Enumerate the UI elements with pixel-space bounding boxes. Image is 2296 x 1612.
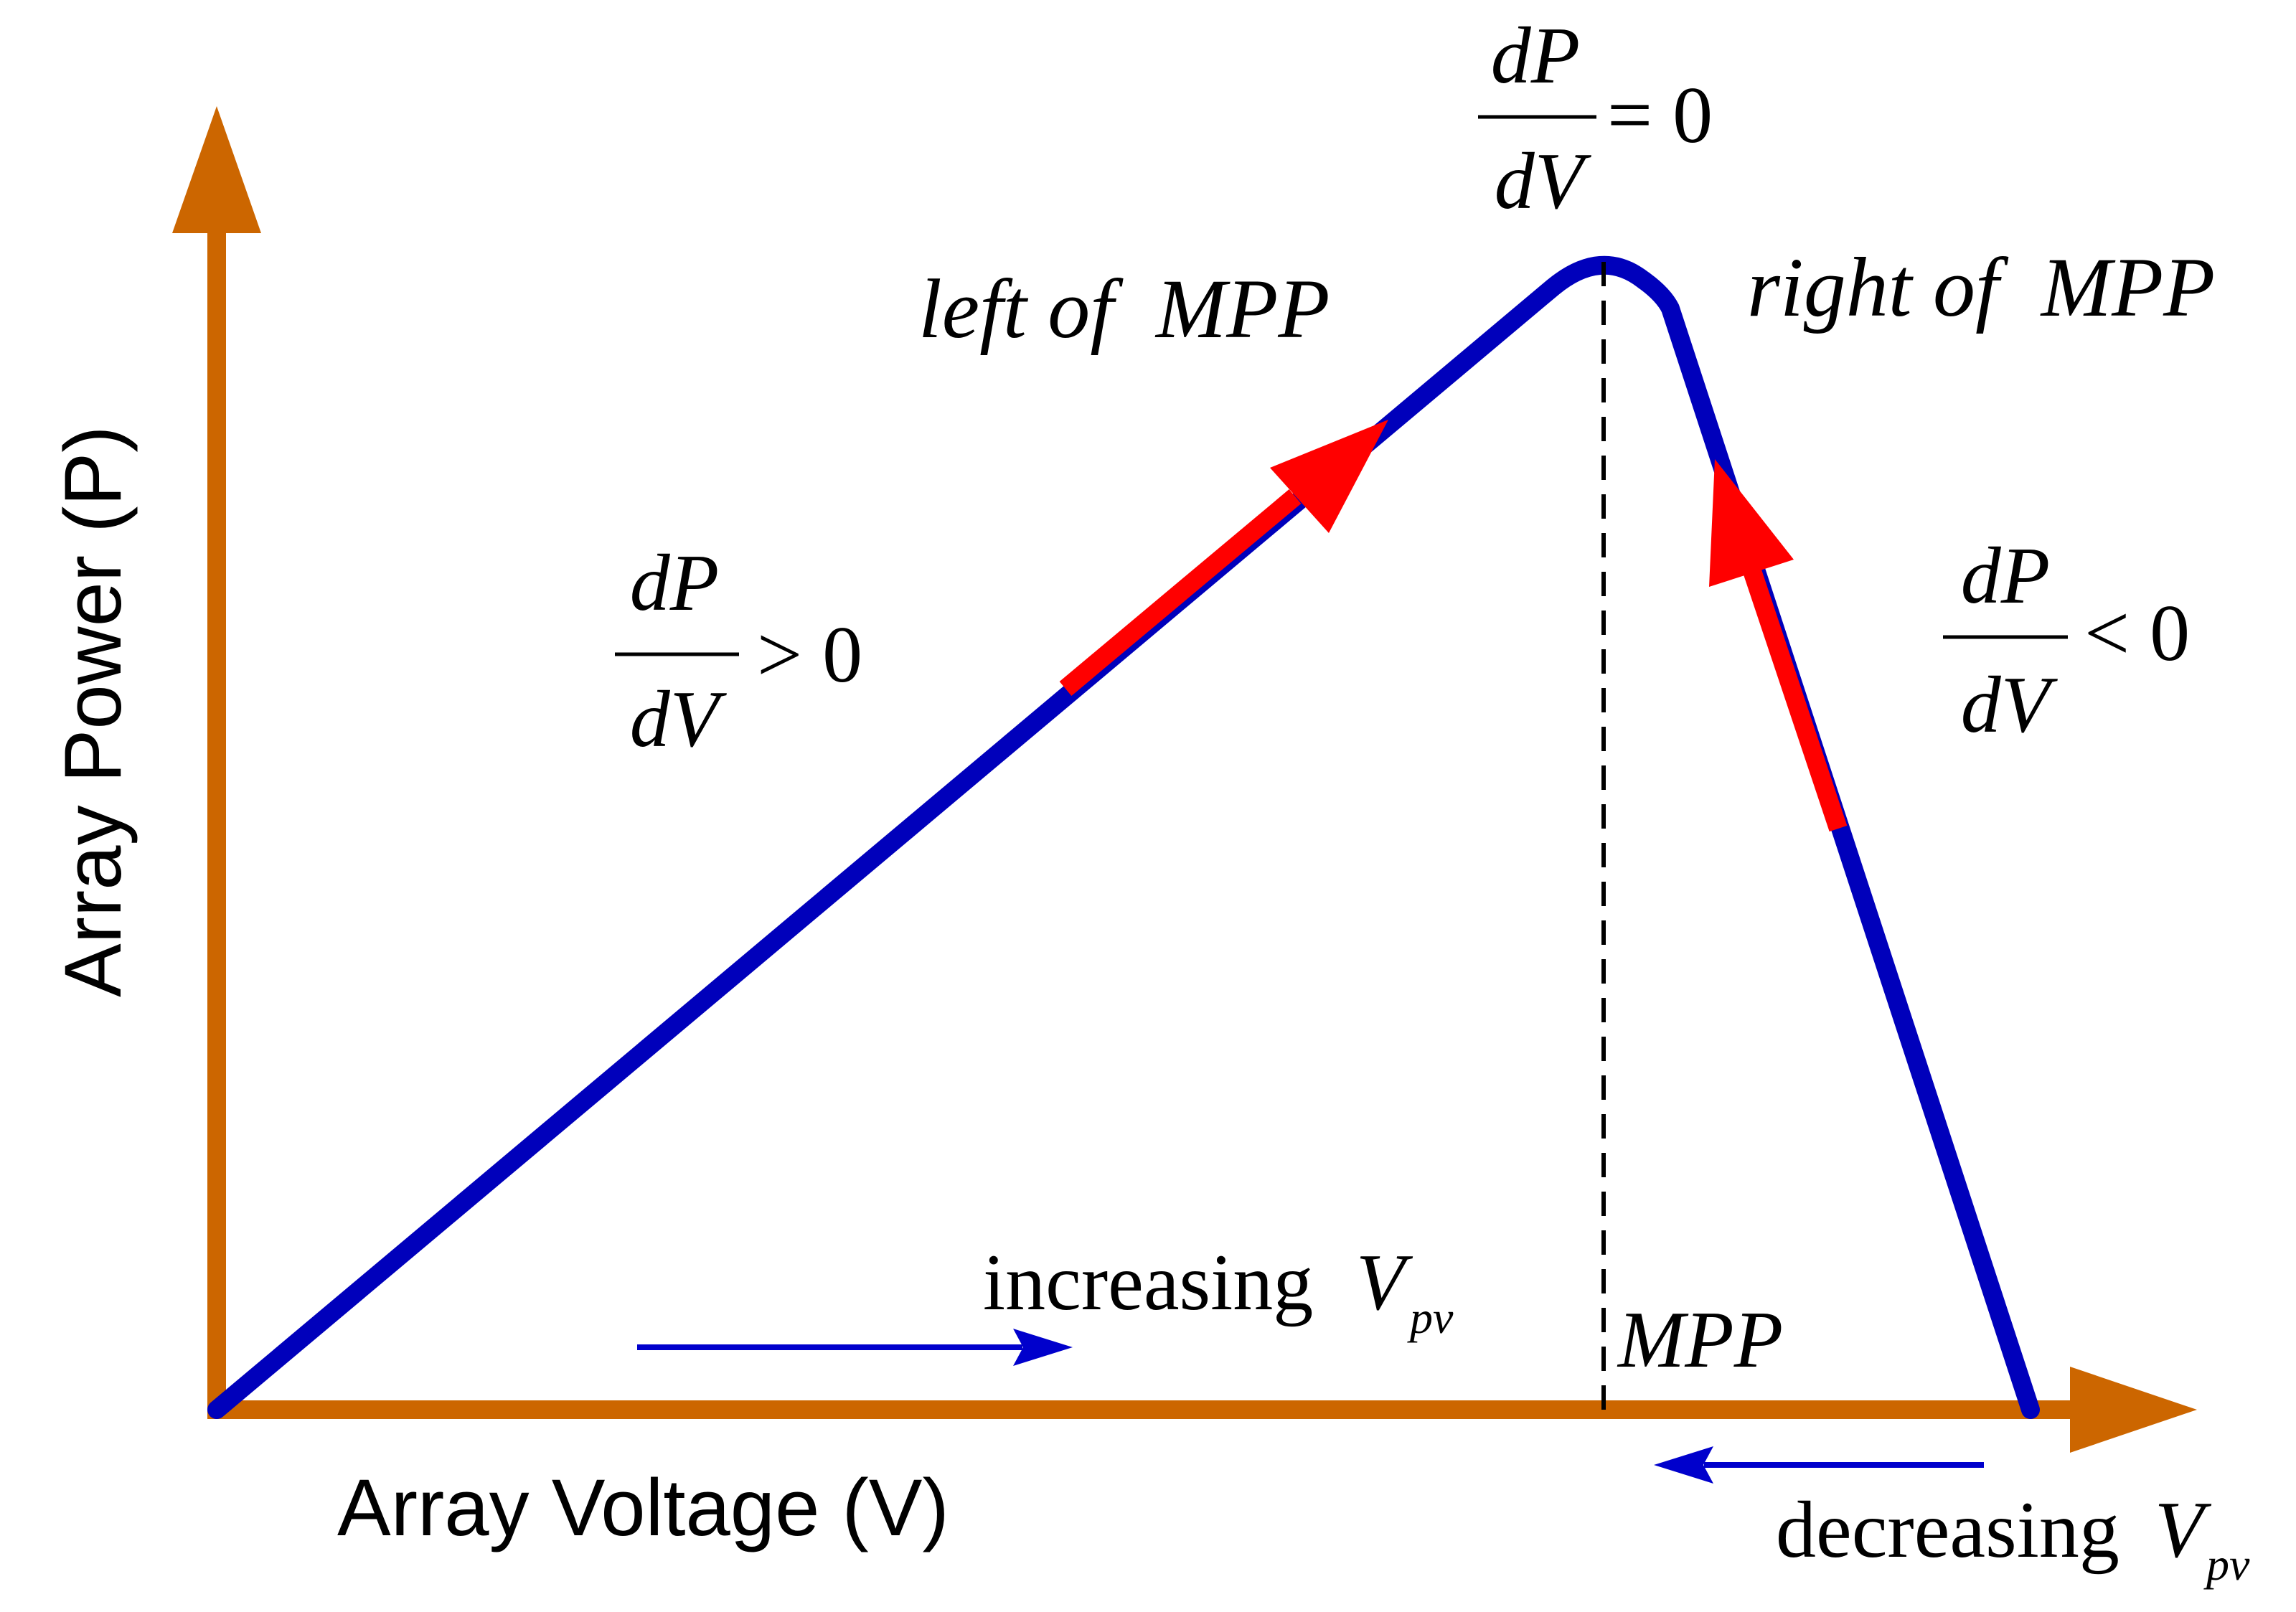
y-axis-arrowhead bbox=[172, 106, 261, 233]
decreasing-arrowhead bbox=[1654, 1446, 1713, 1484]
right-highlight-segment bbox=[1741, 563, 1848, 832]
right-highlight-arrowhead bbox=[1709, 459, 1794, 587]
equation-peak-numerator: dP bbox=[1491, 11, 1580, 100]
equation-right-numerator: dP bbox=[1961, 532, 2050, 621]
equation-peak: dP dV = 0 bbox=[1478, 11, 1713, 226]
equation-right: dP dV < 0 bbox=[1943, 532, 2190, 750]
power-curve-line bbox=[207, 255, 2040, 1419]
y-axis-label: Array Power (P) bbox=[48, 425, 138, 997]
equation-left-numerator: dP bbox=[630, 539, 719, 628]
direction-arrows bbox=[637, 1329, 1984, 1484]
left-highlight-arrowhead bbox=[1270, 420, 1388, 533]
increasing-symbol: V bbox=[1356, 1238, 1413, 1327]
increasing-word: increasing bbox=[983, 1238, 1313, 1327]
x-axis-label: Array Voltage (V) bbox=[337, 1463, 949, 1552]
increasing-subscript: pv bbox=[1407, 1292, 1454, 1343]
equation-left-relation: > 0 bbox=[757, 611, 862, 699]
decreasing-symbol: V bbox=[2155, 1486, 2212, 1575]
decreasing-word: decreasing bbox=[1776, 1486, 2119, 1575]
left-highlight-segment bbox=[1059, 489, 1302, 696]
mpp-label: MPP bbox=[1617, 1296, 1783, 1385]
equation-peak-denominator: dV bbox=[1495, 137, 1592, 226]
axes bbox=[172, 106, 2197, 1453]
equation-left: dP dV > 0 bbox=[615, 539, 862, 764]
equation-left-denominator: dV bbox=[630, 675, 728, 764]
increasing-vpv-label: increasing V pv bbox=[983, 1238, 1454, 1343]
right-of-mpp-label: right of MPP bbox=[1747, 240, 2215, 334]
equation-peak-relation: = 0 bbox=[1607, 71, 1713, 160]
power-curve bbox=[207, 255, 2040, 1419]
increasing-arrowhead bbox=[1013, 1329, 1073, 1366]
x-axis-arrowhead bbox=[2070, 1367, 2197, 1453]
decreasing-vpv-label: decreasing V pv bbox=[1776, 1486, 2250, 1590]
equation-right-denominator: dV bbox=[1961, 661, 2059, 750]
decreasing-subscript: pv bbox=[2203, 1539, 2250, 1590]
equation-right-relation: < 0 bbox=[2084, 589, 2190, 678]
left-of-mpp-label: left of MPP bbox=[918, 262, 1330, 356]
